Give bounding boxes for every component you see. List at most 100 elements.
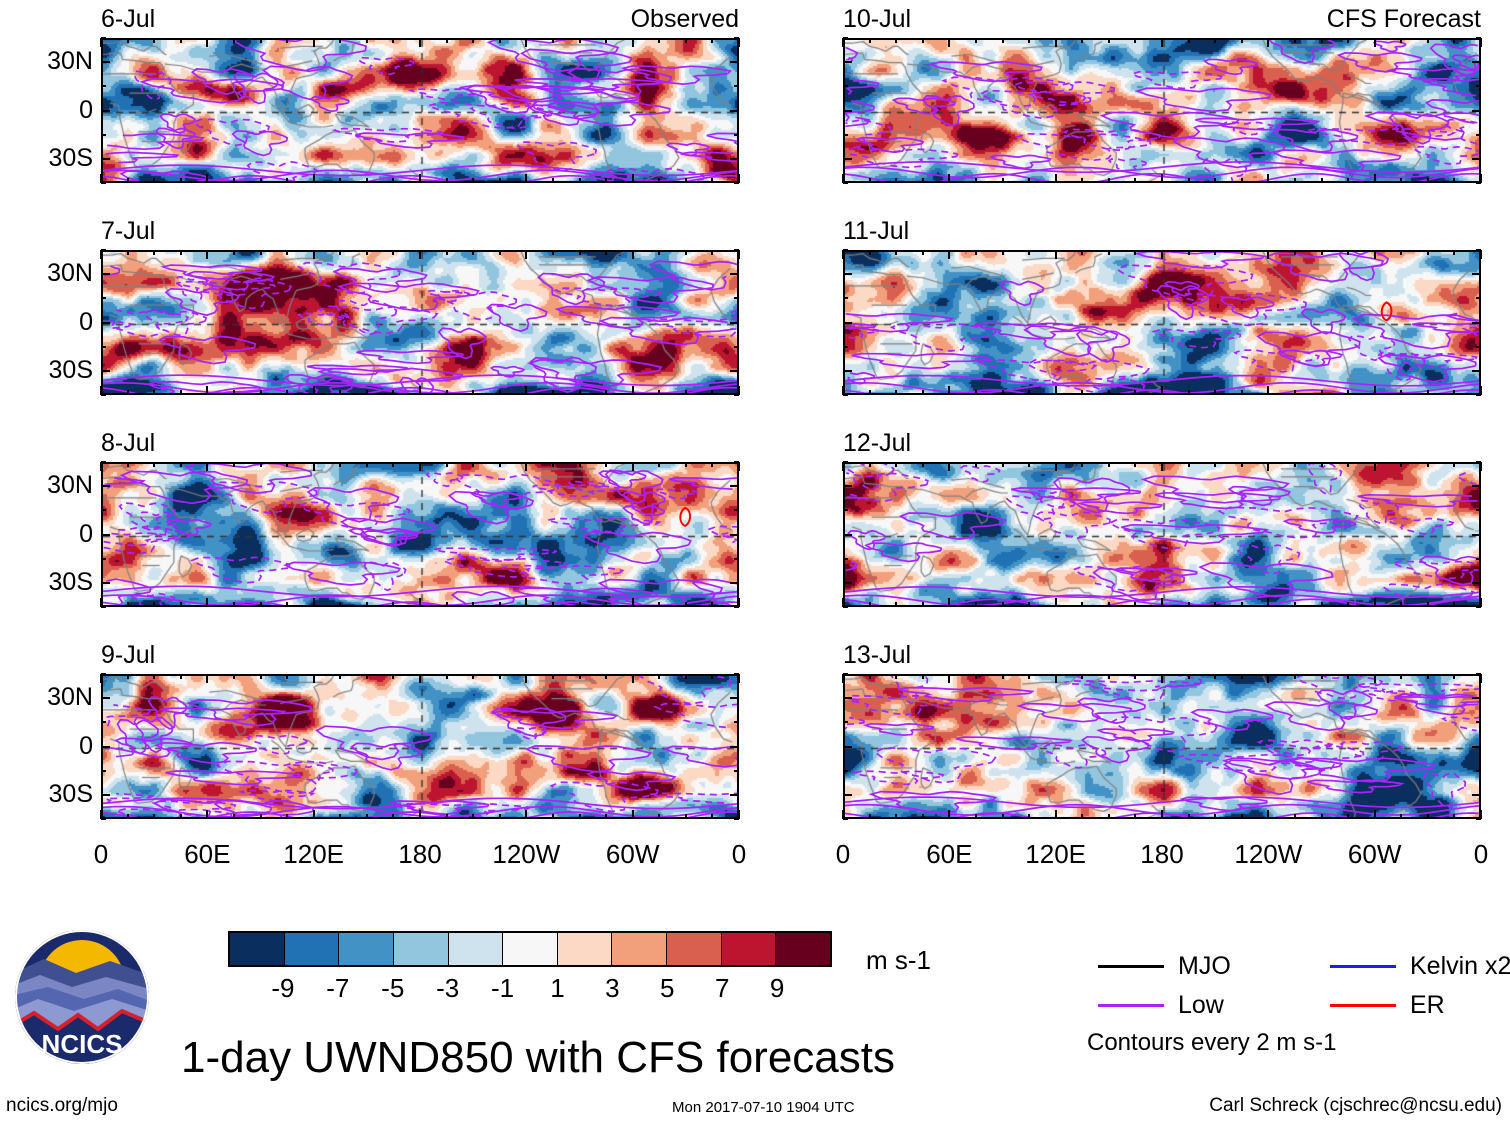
map-panel[interactable] <box>843 462 1481 607</box>
contour-low <box>1219 296 1275 319</box>
contour-low <box>138 511 179 538</box>
contour-low <box>1300 308 1347 335</box>
contour-low <box>989 154 1052 170</box>
contour-low <box>459 84 607 103</box>
contour-low <box>145 380 262 393</box>
footer-website[interactable]: ncics.org/mjo <box>6 1095 118 1116</box>
ncics-logo: NCICS <box>14 929 150 1065</box>
map-panel[interactable] <box>843 38 1481 183</box>
contour-low <box>621 491 666 516</box>
map-panel[interactable] <box>843 674 1481 819</box>
contour-low <box>160 264 263 281</box>
contour-low <box>1151 328 1242 349</box>
contour-low <box>112 808 233 817</box>
contour-low <box>1134 87 1273 113</box>
contour-low <box>361 530 419 547</box>
map-panel[interactable] <box>101 674 739 819</box>
contour-low <box>356 56 415 76</box>
contour-low <box>1306 464 1343 496</box>
colorbar-segment <box>721 933 777 965</box>
contour-low <box>1411 145 1479 166</box>
contour-low <box>103 476 737 491</box>
map-panel[interactable] <box>101 250 739 395</box>
contour-low <box>845 381 1479 393</box>
y-axis-tick-label: 30N <box>47 683 93 712</box>
contour-low <box>552 287 663 307</box>
column-header-observed: Observed <box>630 5 739 33</box>
contour-low <box>1262 744 1365 772</box>
contour-low <box>862 722 935 736</box>
contour-low <box>546 101 671 127</box>
map-panel[interactable] <box>101 38 739 183</box>
contour-low <box>1279 349 1344 367</box>
contour-low <box>231 130 289 157</box>
panel-date-label: 12-Jul <box>843 429 912 457</box>
contour-low <box>388 800 490 815</box>
colorbar-segment <box>339 933 394 965</box>
footer-author: Carl Schreck (cjschrec@ncsu.edu) <box>1209 1095 1502 1116</box>
contour-low <box>1023 325 1119 358</box>
contour-low <box>105 151 737 164</box>
contour-low <box>157 335 257 365</box>
shaded-field <box>845 40 1479 181</box>
contour-low <box>1195 117 1321 131</box>
contour-low <box>1014 132 1152 162</box>
legend-swatch-line <box>1098 965 1164 968</box>
contour-low <box>1282 518 1357 534</box>
contour-low <box>845 812 1479 817</box>
x-axis-tick-label: 180 <box>1140 839 1184 869</box>
contour-low <box>1256 331 1361 368</box>
contour-low <box>103 532 737 547</box>
contour-low <box>454 474 560 510</box>
contour-low <box>233 71 279 105</box>
contour-low <box>566 67 673 100</box>
contour-low <box>1268 40 1335 65</box>
contour-low <box>532 484 621 498</box>
legend-item-mjo: MJO <box>1098 954 1231 979</box>
figure-title: 1-day UWND850 with CFS forecasts <box>181 1033 895 1082</box>
y-axis-tick-label: 0 <box>79 519 93 548</box>
contour-low <box>620 65 732 86</box>
colorbar-tick-label: 5 <box>660 973 675 1003</box>
contour-low <box>889 323 998 352</box>
wave-contours <box>845 40 1479 181</box>
contour-low <box>1169 292 1307 327</box>
contour-low <box>1383 352 1478 368</box>
colorbar-segment <box>393 933 449 965</box>
contour-low <box>103 594 737 605</box>
wave-contours <box>103 40 737 181</box>
contour-low <box>1178 753 1315 773</box>
wave-contours <box>845 464 1479 605</box>
contour-low <box>425 472 464 488</box>
contour-low <box>147 696 187 730</box>
contour-low <box>469 104 553 130</box>
contour-low <box>598 470 647 489</box>
contour-low <box>174 275 214 304</box>
contour-low <box>514 77 661 91</box>
contour-low <box>296 261 401 295</box>
contour-low <box>1099 111 1241 140</box>
contour-low <box>845 560 1479 580</box>
contour-low <box>465 84 555 115</box>
contour-low <box>1307 779 1405 794</box>
contour-low <box>151 800 237 817</box>
map-panel[interactable] <box>843 250 1481 395</box>
wave-contours <box>103 260 737 393</box>
contour-low <box>955 736 1074 751</box>
y-axis-tick-label: 0 <box>79 307 93 336</box>
contour-low <box>1033 511 1111 539</box>
contour-low <box>103 811 737 817</box>
x-axis-tick-label: 0 <box>731 839 747 869</box>
contour-low <box>119 170 209 181</box>
panel-date-label: 6-Jul <box>101 5 156 33</box>
map-panel[interactable] <box>101 462 739 607</box>
contour-low <box>653 488 699 500</box>
contour-low <box>103 174 737 181</box>
contour-low <box>972 322 1090 340</box>
contour-low <box>450 590 515 605</box>
contour-low <box>297 312 348 326</box>
legend-swatch-line <box>1330 1004 1396 1007</box>
contour-low <box>1133 252 1266 270</box>
colorbar-tick-label: -7 <box>326 973 350 1003</box>
contour-low <box>153 741 257 765</box>
